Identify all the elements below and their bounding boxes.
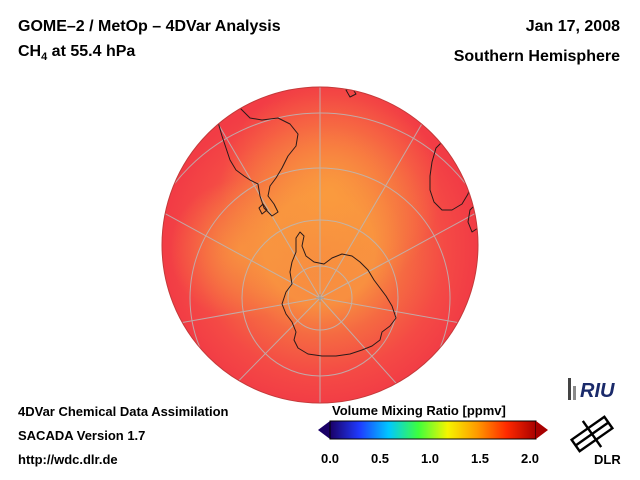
footer-line-2: SACADA Version 1.7 [18, 428, 146, 443]
colorbar-high-arrow [536, 421, 548, 439]
species-label: CH4 at 55.4 hPa [18, 43, 135, 63]
plot-title: GOME–2 / MetOp – 4DVar Analysis [18, 18, 281, 35]
meridian [319, 199, 478, 299]
footer-line-1: 4DVar Chemical Data Assimilation [18, 404, 229, 419]
meridian [209, 109, 321, 299]
riu-logo: RIU [568, 378, 615, 402]
riu-logo-bar [573, 386, 576, 400]
colorbar-label: Volume Mixing Ratio [ppmv] [332, 403, 506, 418]
island-coastline [258, 203, 268, 215]
colorbar-scale [329, 420, 537, 440]
pressure-level: at 55.4 hPa [47, 43, 136, 60]
date-label: Jan 17, 2008 [525, 18, 620, 35]
riu-logo-text: RIU [580, 380, 615, 402]
colorbar-tick: 0.5 [370, 451, 390, 466]
species-subscript: 4 [41, 51, 48, 64]
colorbar-tick: 0.0 [320, 451, 340, 466]
colorbar [318, 420, 548, 440]
low-ratio-region-west [170, 180, 310, 320]
dlr-logo-text: DLR [594, 452, 621, 467]
footer-url: http://wdc.dlr.de [18, 452, 118, 467]
riu-logo-bar [568, 378, 571, 400]
south-america-coastline [211, 87, 299, 217]
globe-outline [161, 86, 479, 404]
dlr-logo: DLR [569, 415, 621, 467]
meridian [319, 109, 431, 299]
colorbar-low-arrow [318, 421, 330, 439]
antarctica-coastline [281, 231, 397, 357]
meridian [162, 199, 321, 299]
species-formula: CH [18, 43, 42, 60]
colorbar-tick-labels: 0.0 0.5 1.0 1.5 2.0 [321, 451, 539, 467]
colorbar-tick: 1.5 [470, 451, 490, 466]
colorbar-tick: 2.0 [520, 451, 540, 466]
hemisphere-label: Southern Hemisphere [453, 48, 620, 65]
colorbar-tick: 1.0 [420, 451, 440, 466]
south-pole-marker [316, 294, 324, 302]
